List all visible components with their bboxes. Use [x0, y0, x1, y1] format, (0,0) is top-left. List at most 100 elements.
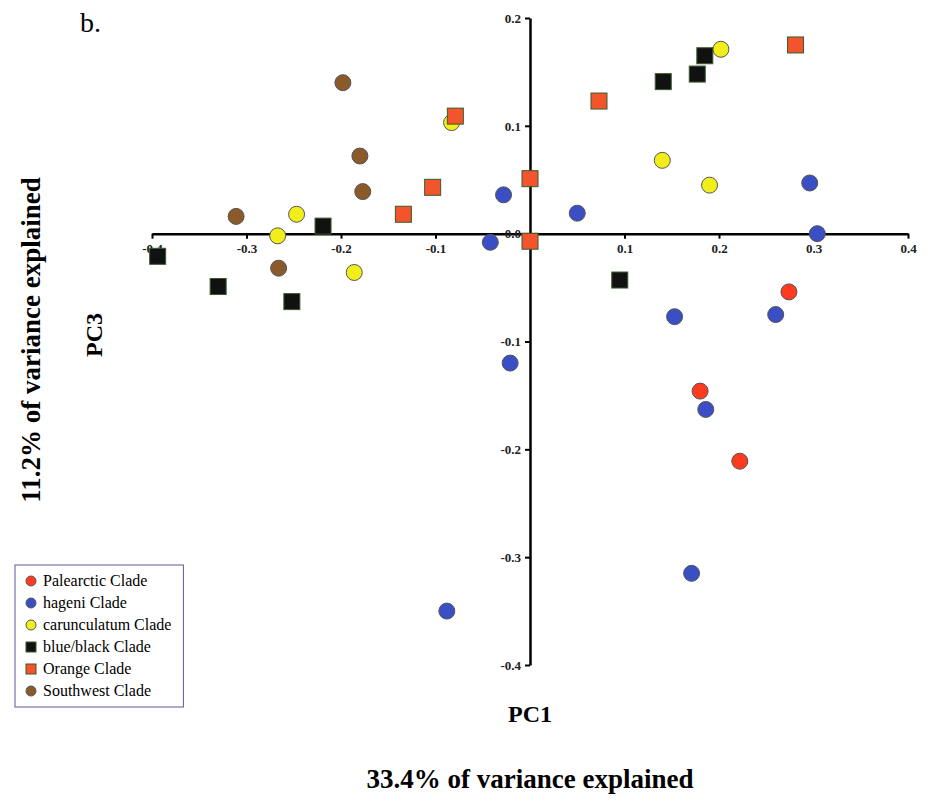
point [271, 260, 287, 276]
x-tick-label: 0.3 [806, 241, 823, 256]
y-axis-title: PC3 [81, 313, 107, 357]
point [689, 66, 705, 82]
x-tick-mark [908, 234, 910, 239]
legend-marker [26, 664, 36, 674]
legend-label: Palearctic Clade [43, 572, 147, 589]
point [425, 179, 441, 195]
point [697, 48, 713, 64]
point [447, 108, 463, 124]
x-tick: -0.1 [426, 234, 447, 256]
point [654, 152, 670, 168]
x-tick: -0.2 [331, 234, 352, 256]
y-tick-label: 0.0 [505, 226, 521, 241]
y-tick-label: 0.2 [505, 11, 521, 26]
points [150, 37, 826, 619]
legend-label: carunculatum Clade [43, 616, 171, 633]
point [612, 272, 628, 288]
point [352, 148, 368, 164]
x-tick: 0.4 [900, 234, 917, 256]
point [395, 206, 411, 222]
legend-label: Orange Clade [43, 660, 131, 678]
point [702, 177, 718, 193]
point [150, 248, 166, 264]
x-axis-subtitle: 33.4% of variance explained [367, 764, 694, 794]
point [732, 453, 748, 469]
x-tick: 0.2 [711, 234, 727, 256]
x-tick-mark [719, 234, 721, 239]
point [569, 205, 585, 221]
x-tick: 0.1 [617, 234, 633, 256]
point [355, 184, 371, 200]
panel-label: b. [80, 7, 101, 38]
point [788, 37, 804, 53]
point [496, 187, 512, 203]
y-tick-mark [525, 449, 530, 451]
y-tick: -0.4 [500, 658, 530, 673]
x-tick-label: 0.2 [711, 241, 727, 256]
point [270, 228, 286, 244]
chart: -0.4 -0.3 -0.2 -0.1 0.1 0.2 0.3 0.4 -0.4 -0.3 -0.2… [0, 0, 944, 803]
legend-marker [26, 686, 36, 696]
point [346, 264, 362, 280]
x-tick-mark [624, 234, 626, 239]
y-tick: 0.2 [505, 11, 530, 26]
x-tick-label: -0.2 [331, 241, 352, 256]
x-tick-label: -0.3 [237, 241, 258, 256]
x-axis-title: PC1 [508, 701, 552, 727]
y-tick: -0.3 [500, 550, 530, 565]
point [289, 206, 305, 222]
x-tick: -0.3 [237, 234, 258, 256]
point [284, 294, 300, 310]
point [591, 93, 607, 109]
point [502, 355, 518, 371]
x-tick-mark [246, 234, 248, 239]
point [482, 234, 498, 250]
point [684, 565, 700, 581]
point [439, 603, 455, 619]
x-tick-mark [435, 234, 437, 239]
point [655, 74, 671, 90]
point [522, 233, 538, 249]
y-tick-mark [525, 125, 530, 127]
y-tick-mark [525, 557, 530, 559]
y-tick: -0.1 [500, 334, 530, 349]
point [698, 401, 714, 417]
point [228, 208, 244, 224]
point [210, 279, 226, 295]
y-tick-label: -0.1 [500, 334, 521, 349]
y-tick-label: -0.3 [500, 550, 521, 565]
legend-label: Southwest Clade [43, 682, 151, 699]
x-tick-label: -0.1 [426, 241, 447, 256]
point [802, 175, 818, 191]
point [335, 75, 351, 91]
y-tick: -0.2 [500, 442, 530, 457]
point [768, 307, 784, 323]
y-tick-label: -0.2 [500, 442, 521, 457]
legend-frame [15, 565, 183, 707]
x-tick-label: 0.4 [900, 241, 917, 256]
point [809, 226, 825, 242]
point [692, 383, 708, 399]
x-tick-mark [341, 234, 343, 239]
y-tick-mark [525, 665, 530, 667]
y-axis-subtitle: 11.2% of variance explained [16, 177, 46, 503]
y-tick-mark [525, 341, 530, 343]
y-tick-mark [525, 18, 530, 20]
x-tick-mark [152, 234, 154, 239]
point [713, 41, 729, 57]
y-tick-label: 0.1 [505, 118, 521, 133]
legend-marker [26, 576, 36, 586]
y-tick-label: -0.4 [500, 658, 521, 673]
y-tick: 0.1 [505, 118, 530, 133]
legend-marker [26, 642, 36, 652]
point [781, 284, 797, 300]
legend-label: hageni Clade [43, 594, 127, 612]
legend-label: blue/black Clade [43, 638, 151, 655]
legend-marker [26, 620, 36, 630]
point [315, 218, 331, 234]
legend-marker [26, 598, 36, 608]
point [522, 171, 538, 187]
y-axis: -0.4 -0.3 -0.2 -0.1 0.0 0.1 0.2 [500, 11, 530, 673]
x-tick-label: 0.1 [617, 241, 633, 256]
legend: Palearctic Clade hageni Clade carunculatum… [15, 565, 183, 707]
